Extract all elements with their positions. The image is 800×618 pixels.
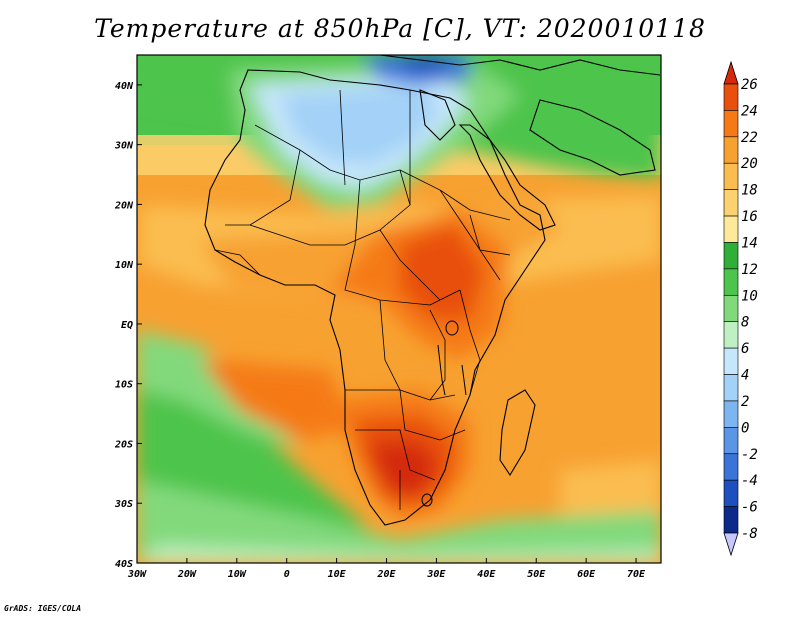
map-frame xyxy=(136,54,662,564)
lon-tick-label: 20W xyxy=(177,569,197,580)
colorbar-bottom-arrow xyxy=(723,532,739,557)
colorbar-label: 24 xyxy=(741,103,758,119)
lon-tick-label: 0 xyxy=(284,569,290,580)
colorbar-label: -2 xyxy=(741,447,758,463)
lon-tick-label: 40E xyxy=(477,569,496,580)
colorbar-swatch xyxy=(723,321,739,349)
lat-tick-label: 20S xyxy=(114,439,133,450)
colorbar-label: 14 xyxy=(741,235,758,251)
lon-tick-label: 50E xyxy=(527,569,546,580)
lon-tick-label: 70E xyxy=(627,569,646,580)
colorbar-swatch xyxy=(723,479,739,507)
colorbar-swatch xyxy=(723,110,739,138)
colorbar-swatch xyxy=(723,162,739,190)
lat-tick-label: EQ xyxy=(121,320,133,331)
colorbar-top-arrow xyxy=(723,60,739,85)
colorbar-label: 12 xyxy=(741,262,758,278)
lat-tick-label: 30N xyxy=(114,141,134,152)
colorbar-swatch xyxy=(723,215,739,243)
lat-tick-label: 20N xyxy=(114,200,134,211)
colorbar-label: 18 xyxy=(741,183,758,199)
lat-tick-label: 40N xyxy=(115,81,134,92)
lat-tick-label: 10N xyxy=(115,260,134,271)
colorbar-swatch xyxy=(723,136,739,164)
colorbar-swatch xyxy=(723,427,739,455)
colorbar-label: -8 xyxy=(741,526,758,542)
lon-tick-label: 30W xyxy=(127,569,147,580)
lon-tick-label: 60E xyxy=(577,569,596,580)
colorbar-swatch xyxy=(723,400,739,428)
credit-label: GrADS: IGES/COLA xyxy=(4,604,82,613)
latitude-axis: 40N 30N 20N 10N EQ 10S 20S 30S 40S xyxy=(114,81,142,570)
lat-tick-label: 30S xyxy=(114,499,133,510)
colorbar-swatch xyxy=(723,268,739,296)
colorbar-label: 4 xyxy=(741,368,749,384)
colorbar-label: 20 xyxy=(741,156,758,172)
colorbar-label: -4 xyxy=(741,473,758,489)
colorbar-label: 16 xyxy=(741,209,758,225)
lakes xyxy=(421,320,467,507)
temperature-field xyxy=(137,55,661,563)
colorbar-label: 26 xyxy=(741,77,758,93)
colorbar-swatch xyxy=(723,294,739,323)
colorbar-swatch xyxy=(723,242,739,270)
colorbar-swatch xyxy=(723,83,739,111)
lon-tick-label: 10E xyxy=(328,569,347,580)
colorbar-swatch xyxy=(723,189,739,217)
colorbar-label: 0 xyxy=(741,420,749,436)
lat-tick-label: 40S xyxy=(115,559,133,570)
lon-tick-label: 30E xyxy=(426,569,446,580)
colorbar-label: 2 xyxy=(741,394,749,410)
colorbar-label: -6 xyxy=(741,500,758,516)
colorbar-swatch xyxy=(723,453,739,481)
colorbar-label: 6 xyxy=(741,341,749,357)
map-title: Temperature at 850hPa [C], VT: 202001011… xyxy=(94,14,706,43)
longitude-axis: 30W 20W 10W 0 10E 20E 30E 40E 50E 60E 70E xyxy=(127,558,646,580)
colorbar-swatch xyxy=(723,506,739,534)
lat-tick-label: 10S xyxy=(115,380,133,391)
colorbar-label: 22 xyxy=(741,130,758,146)
lon-tick-label: 20E xyxy=(376,569,396,580)
lon-tick-label: 10W xyxy=(228,569,247,580)
country-borders xyxy=(214,89,511,510)
colorbar-label: 8 xyxy=(741,315,749,331)
coastlines xyxy=(204,55,661,526)
colorbar-swatch xyxy=(723,347,739,375)
colorbar-label: 10 xyxy=(741,288,758,304)
colorbar-swatch xyxy=(723,374,739,402)
